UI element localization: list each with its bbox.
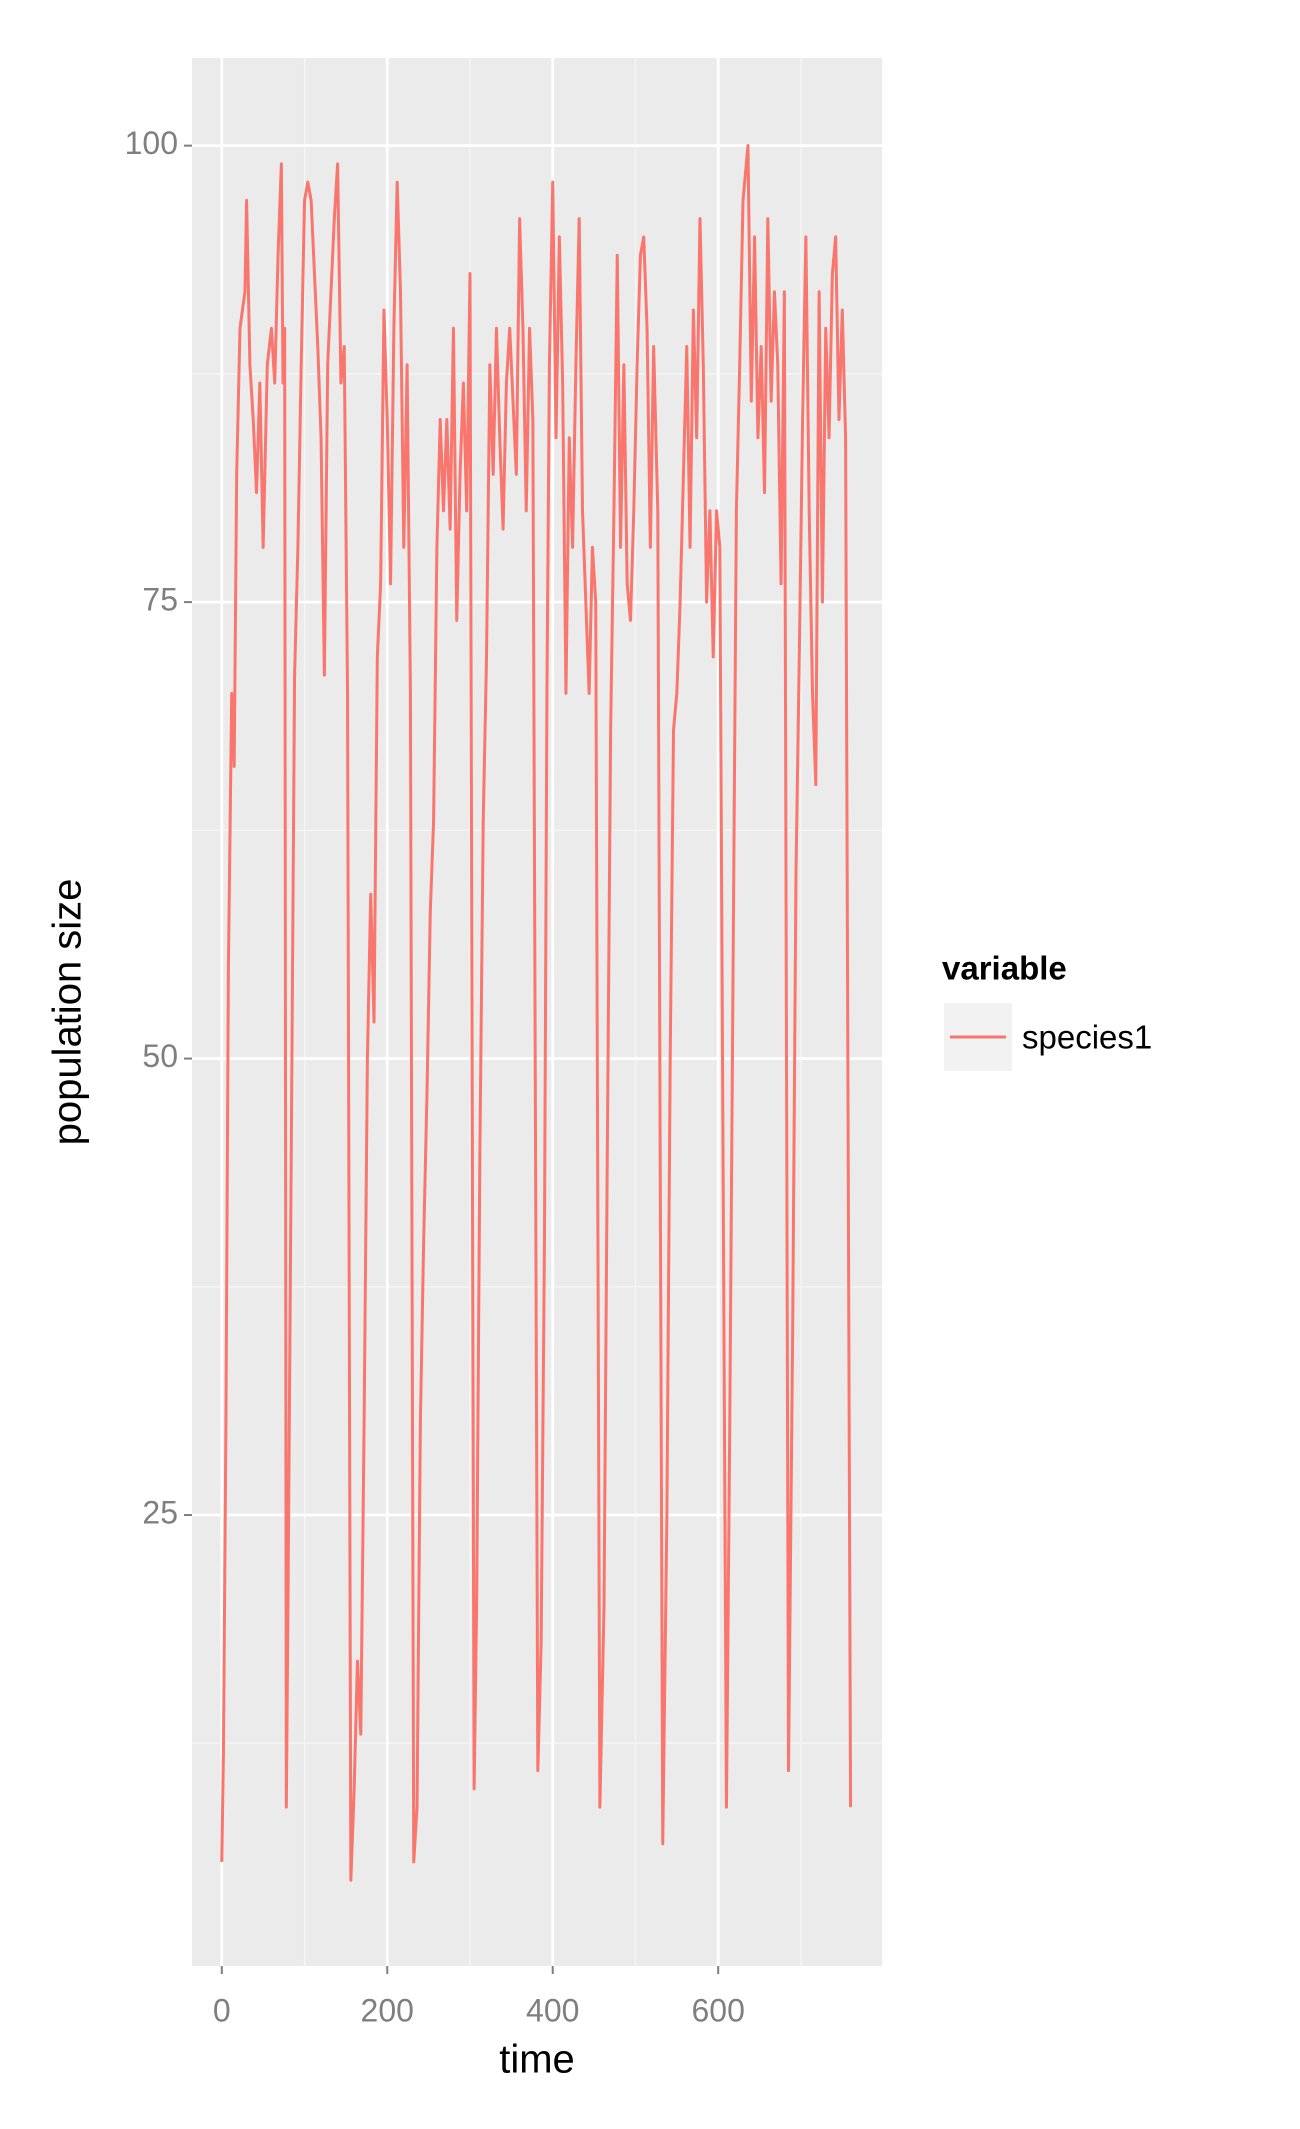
x-tick-label: 400 bbox=[526, 1992, 579, 2028]
x-tick-label: 200 bbox=[361, 1992, 414, 2028]
x-tick-label: 600 bbox=[691, 1992, 744, 2028]
y-tick-label: 75 bbox=[142, 582, 178, 618]
y-axis-title: population size bbox=[46, 879, 90, 1146]
line-series bbox=[220, 144, 853, 1882]
x-axis-title: time bbox=[499, 2038, 575, 2082]
legend-label: species1 bbox=[1022, 1019, 1152, 1056]
y-tick-label: 25 bbox=[142, 1494, 178, 1530]
y-tick-label: 50 bbox=[142, 1038, 178, 1074]
y-tick-label: 100 bbox=[125, 125, 178, 161]
legend-title: variable bbox=[942, 950, 1067, 987]
x-tick-label: 0 bbox=[213, 1992, 231, 2028]
